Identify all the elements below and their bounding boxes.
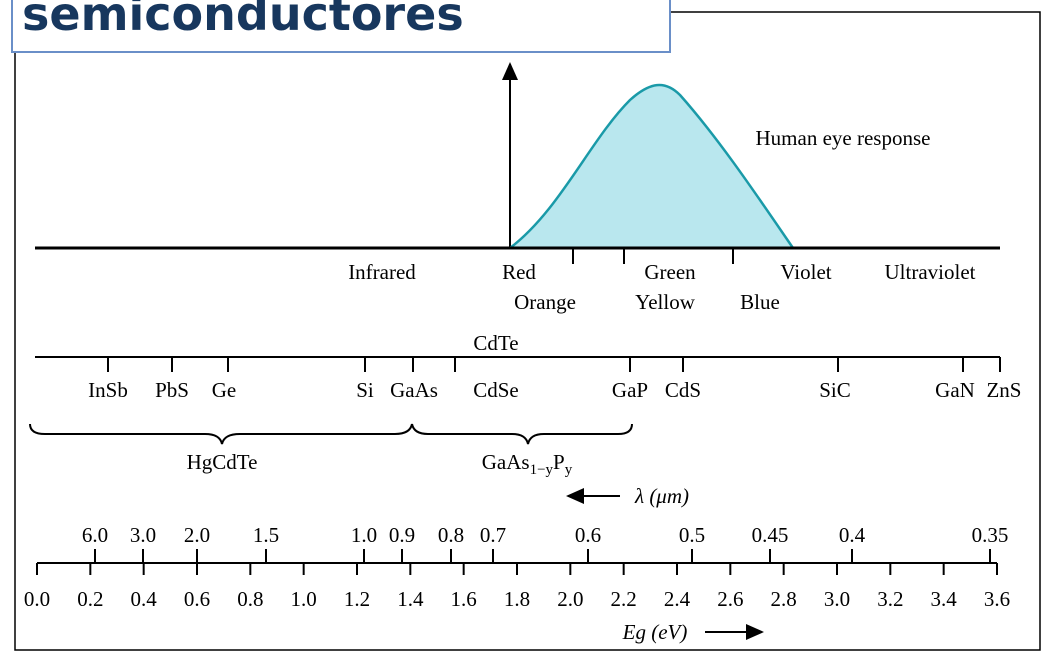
- wavelength-tick-label: 0.6: [575, 523, 601, 547]
- energy-tick-label: 3.6: [984, 587, 1010, 611]
- band-label: Infrared: [348, 260, 416, 284]
- wavelength-tick-label: 1.0: [351, 523, 377, 547]
- material-label: Ge: [212, 378, 237, 402]
- energy-tick-label: 2.2: [611, 587, 637, 611]
- energy-tick-label: 0.2: [77, 587, 103, 611]
- energy-tick-label: 1.4: [397, 587, 424, 611]
- band-label: Orange: [514, 290, 576, 314]
- energy-tick-label: 0.0: [24, 587, 50, 611]
- figure-frame: [14, 11, 1041, 651]
- eye-response-curve: [506, 83, 796, 250]
- band-label: Yellow: [635, 290, 696, 314]
- alloy-label: GaAs1−yPy: [482, 450, 573, 478]
- wavelength-tick-label: 1.5: [253, 523, 279, 547]
- material-label: GaN: [935, 378, 975, 402]
- wavelength-axis-label: λ (μm): [634, 484, 689, 508]
- material-label: CdS: [665, 378, 701, 402]
- energy-tick-label: 1.0: [291, 587, 317, 611]
- energy-tick-label: 0.4: [131, 587, 158, 611]
- energy-tick-label: 1.6: [451, 587, 477, 611]
- energy-tick-label: 2.8: [771, 587, 797, 611]
- wavelength-tick-label: 0.35: [972, 523, 1009, 547]
- material-label: Si: [356, 378, 374, 402]
- wavelength-tick-label: 0.8: [438, 523, 464, 547]
- title-box: [11, 0, 671, 53]
- wavelength-tick-label: 0.45: [752, 523, 789, 547]
- material-label: PbS: [155, 378, 189, 402]
- material-label: ZnS: [986, 378, 1021, 402]
- energy-tick-label: 2.0: [557, 587, 583, 611]
- energy-axis-label: Eg (eV): [622, 620, 688, 644]
- title: semiconductores: [22, 0, 464, 41]
- energy-tick-label: 3.4: [931, 587, 958, 611]
- wavelength-tick-label: 0.5: [679, 523, 705, 547]
- material-label: SiC: [819, 378, 851, 402]
- wavelength-tick-label: 0.9: [389, 523, 415, 547]
- brace: [411, 423, 633, 445]
- energy-tick-label: 3.2: [877, 587, 903, 611]
- band-label: Red: [502, 260, 536, 284]
- energy-tick-label: 0.6: [184, 587, 210, 611]
- energy-tick-label: 1.2: [344, 587, 370, 611]
- alloy-label: HgCdTe: [187, 450, 258, 474]
- energy-tick-label: 0.8: [237, 587, 263, 611]
- band-label: Blue: [740, 290, 780, 314]
- curve-label: Human eye response: [756, 126, 931, 150]
- material-label: InSb: [88, 378, 128, 402]
- energy-tick-label: 2.4: [664, 587, 691, 611]
- brace: [29, 423, 413, 445]
- material-label: GaP: [612, 378, 648, 402]
- wavelength-tick-label: 3.0: [130, 523, 156, 547]
- band-label: Violet: [780, 260, 831, 284]
- energy-tick-label: 2.6: [717, 587, 743, 611]
- material-label: GaAs: [390, 378, 438, 402]
- wavelength-tick-label: 0.4: [839, 523, 866, 547]
- wavelength-tick-label: 0.7: [480, 523, 506, 547]
- material-label: CdSe: [473, 378, 519, 402]
- band-label: Ultraviolet: [885, 260, 976, 284]
- energy-tick-label: 1.8: [504, 587, 530, 611]
- band-label: Green: [644, 260, 696, 284]
- energy-tick-label: 3.0: [824, 587, 850, 611]
- wavelength-tick-label: 6.0: [82, 523, 108, 547]
- wavelength-tick-label: 2.0: [184, 523, 210, 547]
- material-label: CdTe: [473, 331, 518, 355]
